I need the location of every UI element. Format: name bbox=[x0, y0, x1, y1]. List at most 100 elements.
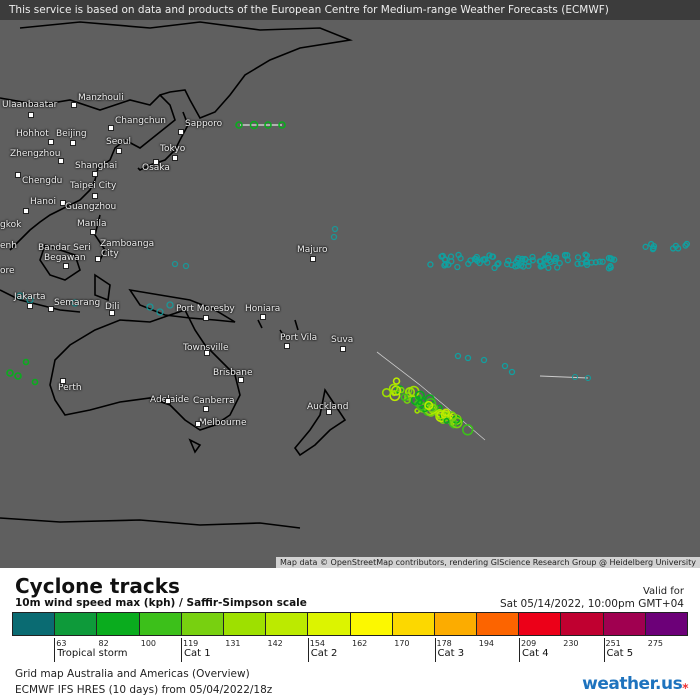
track-point bbox=[557, 261, 562, 266]
city-marker bbox=[172, 155, 178, 161]
city-label: Guangzhou bbox=[65, 202, 116, 212]
city-marker bbox=[70, 140, 76, 146]
city-marker bbox=[109, 310, 115, 316]
city-marker bbox=[326, 409, 332, 415]
city-marker bbox=[195, 421, 201, 427]
city-marker bbox=[310, 256, 316, 262]
city-label: Perth bbox=[58, 383, 82, 393]
city-label: Manila bbox=[77, 219, 107, 229]
scale-swatch bbox=[55, 613, 97, 635]
legend-title: Cyclone tracks bbox=[15, 574, 180, 598]
scale-swatch bbox=[646, 613, 687, 635]
city-marker bbox=[238, 377, 244, 383]
legend: Cyclone tracks 10m wind speed max (kph) … bbox=[0, 568, 700, 700]
city-label: Hohhot bbox=[16, 129, 49, 139]
map-attribution[interactable]: Map data © OpenStreetMap contributors, r… bbox=[276, 557, 700, 568]
city-marker bbox=[204, 350, 210, 356]
city-label: Melbourne bbox=[199, 418, 247, 428]
legend-subtitle: 10m wind speed max (kph) / Saffir-Simpso… bbox=[15, 597, 307, 609]
city-label: Zhengzhou bbox=[10, 149, 60, 159]
city-label: Manzhouli bbox=[78, 93, 124, 103]
city-label: Changchun bbox=[115, 116, 166, 126]
logo-text: weather.us bbox=[582, 674, 682, 694]
scale-swatch bbox=[97, 613, 139, 635]
city-label: Semarang bbox=[54, 298, 100, 308]
category-label: Cat 5 bbox=[604, 638, 634, 662]
city-label: Jakarta bbox=[14, 292, 45, 302]
city-marker bbox=[71, 102, 77, 108]
scale-tick: 100 bbox=[141, 639, 156, 648]
city-label: enh bbox=[0, 241, 17, 251]
scale-swatch bbox=[13, 613, 55, 635]
scale-swatch bbox=[393, 613, 435, 635]
city-marker bbox=[95, 256, 101, 262]
track-point bbox=[455, 265, 460, 270]
city-marker bbox=[23, 208, 29, 214]
city-label: Canberra bbox=[193, 396, 235, 406]
city-marker bbox=[260, 314, 266, 320]
weather-us-logo[interactable]: weather.us⁎ bbox=[582, 674, 688, 694]
city-marker bbox=[48, 139, 54, 145]
city-marker bbox=[178, 129, 184, 135]
track-point bbox=[643, 244, 648, 249]
city-label: Brisbane bbox=[213, 368, 253, 378]
city-label: Shanghai bbox=[75, 161, 117, 171]
scale-swatch bbox=[604, 613, 646, 635]
category-label: Tropical storm bbox=[54, 638, 127, 662]
model-run-label: ECMWF IFS HRES (10 days) from 05/04/2022… bbox=[15, 684, 272, 696]
track-point bbox=[546, 265, 551, 270]
scale-tick: 194 bbox=[479, 639, 494, 648]
city-marker bbox=[92, 193, 98, 199]
track-point bbox=[576, 255, 581, 260]
scale-tick: 170 bbox=[394, 639, 409, 648]
city-marker bbox=[92, 171, 98, 177]
city-marker bbox=[58, 158, 64, 164]
scale-swatch bbox=[351, 613, 393, 635]
scale-swatch bbox=[477, 613, 519, 635]
track-point bbox=[565, 258, 570, 263]
color-scale-bar bbox=[12, 612, 688, 636]
category-label: Cat 2 bbox=[308, 638, 338, 662]
city-label: Beijing bbox=[56, 129, 87, 139]
city-marker bbox=[153, 159, 159, 165]
city-label: Bandar Seri bbox=[38, 243, 91, 253]
category-label: Cat 3 bbox=[435, 638, 465, 662]
map[interactable]: Ulaanbaatar Manzhouli Changchun Sapporo Hohh… bbox=[0, 0, 700, 568]
scale-swatch bbox=[435, 613, 477, 635]
city-label: gkok bbox=[0, 220, 21, 230]
city-marker bbox=[63, 263, 69, 269]
city-label: Taipei City bbox=[70, 181, 116, 191]
track-point bbox=[394, 378, 400, 384]
scale-swatch bbox=[224, 613, 266, 635]
city-marker bbox=[15, 172, 21, 178]
city-marker bbox=[48, 306, 54, 312]
city-marker bbox=[203, 406, 209, 412]
coastlines bbox=[0, 0, 700, 568]
city-marker bbox=[116, 148, 122, 154]
valid-time: Sat 05/14/2022, 10:00pm GMT+04 bbox=[500, 598, 684, 610]
logo-sun-icon: ⁎ bbox=[682, 678, 688, 692]
city-label: Hanoi bbox=[30, 197, 56, 207]
scale-tick: 131 bbox=[225, 639, 240, 648]
city-marker bbox=[27, 303, 33, 309]
city-label: City bbox=[101, 249, 119, 259]
city-marker bbox=[60, 378, 66, 384]
city-label: Port Moresby bbox=[176, 304, 235, 314]
scale-tick: 275 bbox=[648, 639, 663, 648]
scale-swatch bbox=[561, 613, 603, 635]
city-label: Tokyo bbox=[160, 144, 185, 154]
city-label: Majuro bbox=[297, 245, 328, 255]
city-label: Seoul bbox=[106, 137, 131, 147]
valid-label: Valid for bbox=[643, 586, 684, 597]
city-label: ore bbox=[0, 266, 15, 276]
city-marker bbox=[340, 346, 346, 352]
scale-tick: 162 bbox=[352, 639, 367, 648]
city-marker bbox=[203, 315, 209, 321]
city-label: Chengdu bbox=[22, 176, 62, 186]
city-label: Suva bbox=[331, 335, 353, 345]
scale-swatch bbox=[182, 613, 224, 635]
scale-swatch bbox=[519, 613, 561, 635]
city-label: Zamboanga bbox=[100, 239, 154, 249]
category-label: Cat 1 bbox=[181, 638, 211, 662]
track-point bbox=[428, 262, 433, 267]
